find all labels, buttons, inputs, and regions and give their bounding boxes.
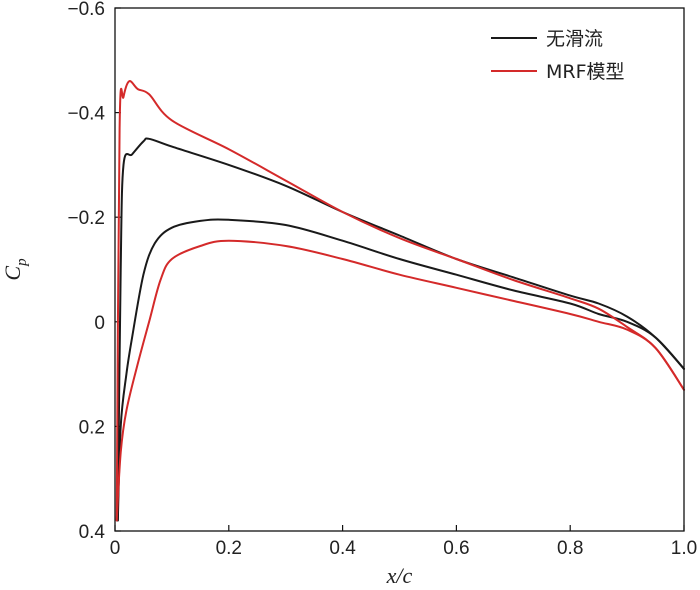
y-tick-label: 0 (94, 313, 105, 334)
series-layer (115, 80, 685, 522)
series-line-2-upper (115, 80, 685, 522)
y-tick-label: 0.2 (79, 417, 105, 438)
y-axis-label: Cp (0, 258, 30, 281)
series-line-2-lower (115, 239, 685, 522)
legend: 无滑流 MRF模型 (491, 28, 625, 83)
y-tick-label: −0.6 (67, 0, 105, 20)
y-tick-label: −0.2 (67, 208, 105, 229)
x-tick-label: 0.4 (329, 538, 356, 559)
x-tick-label: 0.8 (557, 538, 583, 559)
legend-label: 无滑流 (546, 28, 603, 50)
x-tick-label: 0 (110, 538, 121, 559)
legend-label: MRF模型 (546, 61, 625, 83)
x-tick-label: 1.0 (671, 538, 697, 559)
y-tick-label: −0.4 (67, 104, 105, 125)
series-line-1-upper (116, 137, 685, 522)
plot-frame (114, 7, 685, 532)
y-tick-label: 0.4 (79, 522, 106, 543)
x-tick-label: 0.2 (216, 538, 242, 559)
ticks-layer (114, 7, 685, 532)
x-tick-label: 0.6 (443, 538, 469, 559)
series-line-1-lower (116, 218, 685, 522)
x-axis-label: x/c (386, 563, 413, 588)
